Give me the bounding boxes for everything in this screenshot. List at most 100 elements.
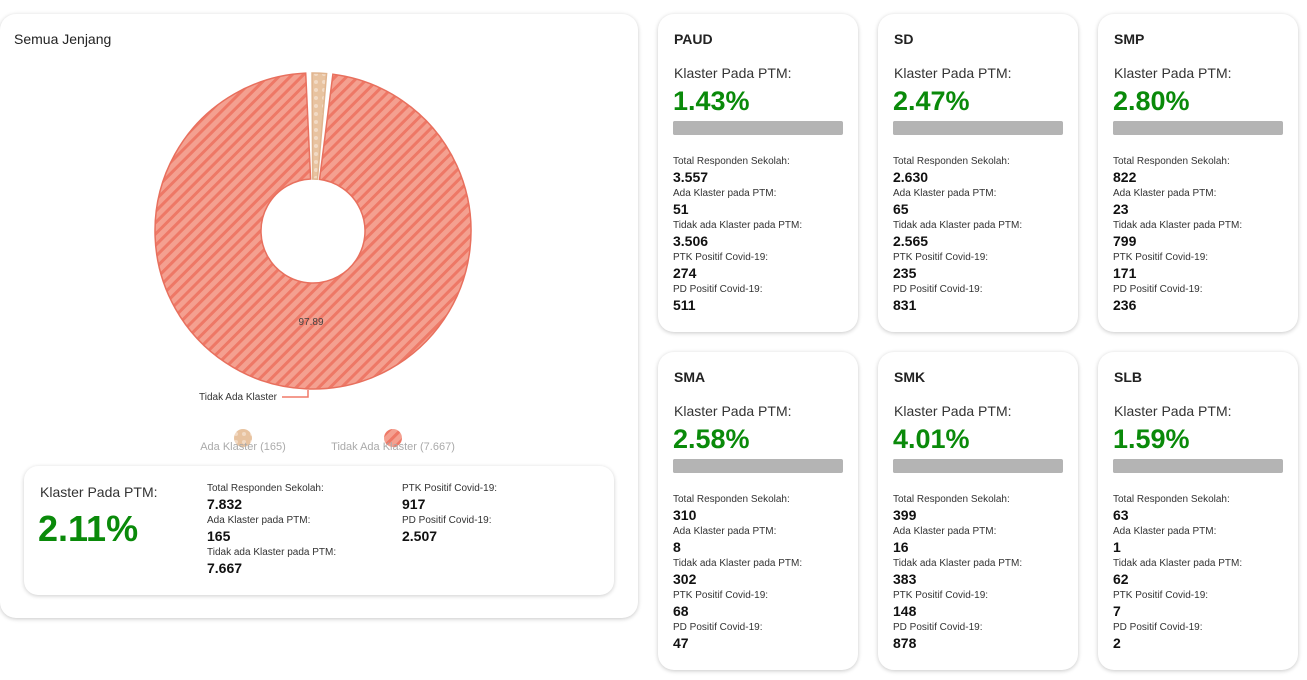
stat-value: 51 (673, 201, 689, 217)
stat-value: 7.832 (207, 496, 243, 512)
stat-label: PD Positif Covid-19: (1113, 284, 1203, 295)
stat-value: 16 (893, 539, 909, 555)
level-card-slb: SLB Klaster Pada PTM: 1.59% Total Respon… (1098, 352, 1298, 670)
stat-label: PTK Positif Covid-19: (1113, 252, 1209, 263)
stat-label: Total Responden Sekolah: (1113, 494, 1230, 505)
summary-percent: 2.11% (38, 508, 139, 549)
stat-label: Tidak ada Klaster pada PTM: (207, 547, 337, 558)
level-label: Klaster Pada PTM: (674, 403, 792, 419)
stat-value: 2.565 (893, 233, 929, 249)
stat-label: Ada Klaster pada PTM: (1113, 188, 1217, 199)
stat-label: Tidak ada Klaster pada PTM: (1113, 558, 1243, 569)
overall-card: Semua Jenjang 97.89 Tidak Ada Klaster Ad… (0, 14, 638, 618)
stat-value: 3.506 (673, 233, 709, 249)
progress-bar (673, 121, 843, 135)
slice-ada-klaster[interactable] (311, 72, 328, 181)
stat-label: Total Responden Sekolah: (893, 156, 1010, 167)
stat-value: 165 (207, 528, 231, 544)
stat-label: Total Responden Sekolah: (893, 494, 1010, 505)
stat-value: 65 (893, 201, 909, 217)
summary-card: Klaster Pada PTM: 2.11% Total Responden … (24, 466, 614, 595)
stat-label: PTK Positif Covid-19: (893, 590, 989, 601)
progress-fill (893, 459, 900, 473)
stat-label: Tidak ada Klaster pada PTM: (893, 558, 1023, 569)
stat-label: Total Responden Sekolah: (207, 483, 324, 494)
stat-value: 310 (673, 507, 697, 523)
stat-value: 799 (1113, 233, 1137, 249)
donut-chart: 97.89 Tidak Ada Klaster (154, 72, 472, 447)
stat-value: 2.630 (893, 169, 929, 185)
summary-label: Klaster Pada PTM: (40, 484, 158, 500)
legend-marker-tidak-ada[interactable] (384, 429, 402, 447)
stat-value: 47 (673, 635, 689, 651)
data-label: 97.89 (298, 317, 323, 328)
stat-label: Total Responden Sekolah: (673, 156, 790, 167)
stat-value: 1 (1113, 539, 1121, 555)
stat-label: PD Positif Covid-19: (893, 622, 983, 633)
progress-bar (1113, 121, 1283, 135)
level-name: SMP (1114, 31, 1145, 47)
level-card-paud: PAUD Klaster Pada PTM: 1.43% Total Respo… (658, 14, 858, 332)
stat-value: 2 (1113, 635, 1121, 651)
progress-bar (673, 459, 843, 473)
level-percent: 4.01% (893, 424, 970, 454)
stat-value: 511 (673, 297, 696, 313)
stat-value: 302 (673, 571, 697, 587)
stat-value: 148 (893, 603, 917, 619)
stat-label: Tidak ada Klaster pada PTM: (893, 220, 1023, 231)
stat-label: PD Positif Covid-19: (673, 622, 763, 633)
stat-label: Ada Klaster pada PTM: (207, 515, 311, 526)
legend-item-ada[interactable]: Ada Klaster (165) (200, 441, 286, 453)
stat-label: PTK Positif Covid-19: (893, 252, 989, 263)
level-name: SMK (894, 369, 926, 385)
level-name: SMA (674, 369, 706, 385)
callout-line (282, 390, 309, 398)
stat-label: PTK Positif Covid-19: (673, 590, 769, 601)
stat-value: 235 (893, 265, 917, 281)
stat-label: PTK Positif Covid-19: (402, 483, 498, 494)
level-name: PAUD (674, 31, 713, 47)
legend-marker-ada[interactable] (234, 429, 252, 447)
stat-value: 831 (893, 297, 917, 313)
stat-value: 878 (893, 635, 917, 651)
level-name: SD (894, 31, 914, 47)
level-label: Klaster Pada PTM: (674, 65, 792, 81)
stat-value: 8 (673, 539, 681, 555)
progress-fill (1113, 121, 1118, 135)
stat-label: PD Positif Covid-19: (402, 515, 492, 526)
stat-label: Tidak ada Klaster pada PTM: (1113, 220, 1243, 231)
progress-fill (673, 459, 678, 473)
stat-value: 822 (1113, 169, 1137, 185)
progress-bar (893, 459, 1063, 473)
stat-value: 3.557 (673, 169, 709, 185)
stat-label: PTK Positif Covid-19: (673, 252, 769, 263)
level-card-sd: SD Klaster Pada PTM: 2.47% Total Respond… (878, 14, 1078, 332)
stat-value: 2.507 (402, 528, 438, 544)
level-label: Klaster Pada PTM: (894, 65, 1012, 81)
stat-value: 236 (1113, 297, 1137, 313)
level-card-sma: SMA Klaster Pada PTM: 2.58% Total Respon… (658, 352, 858, 670)
stat-value: 171 (1113, 265, 1137, 281)
stat-value: 63 (1113, 507, 1129, 523)
stat-value: 7.667 (207, 560, 243, 576)
level-label: Klaster Pada PTM: (1114, 403, 1232, 419)
stat-value: 399 (893, 507, 917, 523)
level-card-smk: SMK Klaster Pada PTM: 4.01% Total Respon… (878, 352, 1078, 670)
level-percent: 1.43% (673, 86, 750, 116)
stat-label: Ada Klaster pada PTM: (673, 188, 777, 199)
progress-bar (1113, 459, 1283, 473)
stat-value: 274 (673, 265, 697, 281)
stat-label: Ada Klaster pada PTM: (893, 526, 997, 537)
progress-fill (1113, 459, 1116, 473)
stat-value: 917 (402, 496, 426, 512)
slice-tidak-ada-klaster[interactable] (154, 72, 472, 390)
stat-label: Ada Klaster pada PTM: (1113, 526, 1217, 537)
chart-title: Semua Jenjang (14, 31, 112, 47)
level-label: Klaster Pada PTM: (1114, 65, 1232, 81)
progress-fill (893, 121, 898, 135)
stat-label: Tidak ada Klaster pada PTM: (673, 220, 803, 231)
legend-item-tidak-ada[interactable]: Tidak Ada Klaster (7.667) (331, 441, 455, 453)
stat-label: Total Responden Sekolah: (1113, 156, 1230, 167)
level-percent: 1.59% (1113, 424, 1190, 454)
stat-value: 7 (1113, 603, 1121, 619)
